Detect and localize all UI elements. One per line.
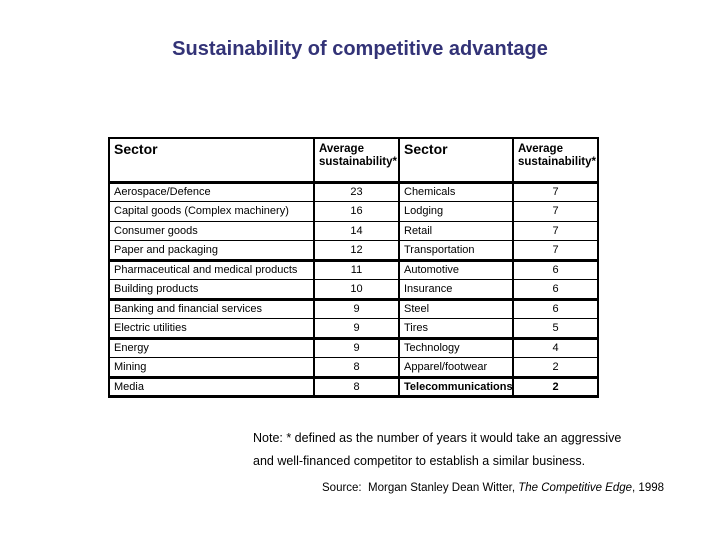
table-cell-value: 6 xyxy=(512,298,599,319)
table-cell-sector: Technology xyxy=(398,337,514,358)
table-row: Media 8 Telecommunications 2 xyxy=(108,376,599,398)
table-cell-value: 9 xyxy=(313,318,400,340)
footnote: Note: * defined as the number of years i… xyxy=(253,427,621,472)
table-cell-sector: Transportation xyxy=(398,240,514,262)
table-cell-sector: Automotive xyxy=(398,259,514,280)
table-cell-sector: Paper and packaging xyxy=(108,240,315,262)
table-cell-value: 2 xyxy=(512,376,599,398)
table-cell-sector: Capital goods (Complex machinery) xyxy=(108,201,315,222)
table-cell-value: 8 xyxy=(313,376,400,398)
source-prefix: Source: Morgan Stanley Dean Witter, xyxy=(322,482,519,494)
table-cell-sector: Media xyxy=(108,376,315,398)
table-cell-value: 7 xyxy=(512,240,599,262)
source-citation: Source: Morgan Stanley Dean Witter, The … xyxy=(322,482,664,494)
source-book-title: The Competitive Edge xyxy=(518,482,633,494)
table-cell-value: 12 xyxy=(313,240,400,262)
table-cell-value: 6 xyxy=(512,259,599,280)
table-row: Banking and financial services 9 Steel 6 xyxy=(108,298,599,319)
table-cell-sector: Electric utilities xyxy=(108,318,315,340)
table-cell-value: 8 xyxy=(313,357,400,379)
table-cell-value: 2 xyxy=(512,357,599,379)
table-row: Capital goods (Complex machinery) 16 Lod… xyxy=(108,201,599,222)
table-cell-value: 6 xyxy=(512,279,599,301)
table-cell-sector: Banking and financial services xyxy=(108,298,315,319)
table-cell-sector: Chemicals xyxy=(398,181,514,202)
page-title: Sustainability of competitive advantage xyxy=(172,38,548,60)
table-cell-sector: Mining xyxy=(108,357,315,379)
table-cell-sector: Insurance xyxy=(398,279,514,301)
table-row: Aerospace/Defence 23 Chemicals 7 xyxy=(108,181,599,202)
table-cell-value: 7 xyxy=(512,220,599,241)
table-cell-sector: Apparel/footwear xyxy=(398,357,514,379)
table-cell-value: 9 xyxy=(313,337,400,358)
table-row: Mining 8 Apparel/footwear 2 xyxy=(108,357,599,379)
table-cell-sector: Tires xyxy=(398,318,514,340)
table-cell-value: 23 xyxy=(313,181,400,202)
table-row: Building products 10 Insurance 6 xyxy=(108,279,599,301)
table-cell-value: 11 xyxy=(313,259,400,280)
sustainability-table: Sector Average sustainability* Sector Av… xyxy=(108,137,599,398)
table-cell-sector: Aerospace/Defence xyxy=(108,181,315,202)
table-cell-sector: Energy xyxy=(108,337,315,358)
source-suffix: , 1998 xyxy=(632,482,665,494)
table-cell-value: 7 xyxy=(512,181,599,202)
table-cell-sector: Pharmaceutical and medical products xyxy=(108,259,315,280)
table-cell-sector: Lodging xyxy=(398,201,514,222)
table-cell-sector: Retail xyxy=(398,220,514,241)
table-cell-value: 7 xyxy=(512,201,599,222)
table-cell-value: 9 xyxy=(313,298,400,319)
column-header-sector-left: Sector xyxy=(108,137,315,184)
table-row: Pharmaceutical and medical products 11 A… xyxy=(108,259,599,280)
table-cell-sector: Telecommunications xyxy=(398,376,514,398)
column-header-sector-right: Sector xyxy=(398,137,514,184)
table-header-row: Sector Average sustainability* Sector Av… xyxy=(108,137,599,184)
column-header-avg-sustainability-right: Average sustainability* xyxy=(512,137,599,184)
table-cell-value: 14 xyxy=(313,220,400,241)
table-cell-value: 10 xyxy=(313,279,400,301)
table-cell-sector: Consumer goods xyxy=(108,220,315,241)
table-cell-sector: Building products xyxy=(108,279,315,301)
footnote-line-2: and well-financed competitor to establis… xyxy=(253,453,586,468)
table-row: Electric utilities 9 Tires 5 xyxy=(108,318,599,340)
table-cell-sector: Steel xyxy=(398,298,514,319)
table-cell-value: 16 xyxy=(313,201,400,222)
table-cell-value: 4 xyxy=(512,337,599,358)
table-row: Energy 9 Technology 4 xyxy=(108,337,599,358)
footnote-line-1: Note: * defined as the number of years i… xyxy=(253,431,622,445)
table-cell-value: 5 xyxy=(512,318,599,340)
table-row: Paper and packaging 12 Transportation 7 xyxy=(108,240,599,262)
column-header-avg-sustainability-left: Average sustainability* xyxy=(313,137,400,184)
table-row: Consumer goods 14 Retail 7 xyxy=(108,220,599,241)
